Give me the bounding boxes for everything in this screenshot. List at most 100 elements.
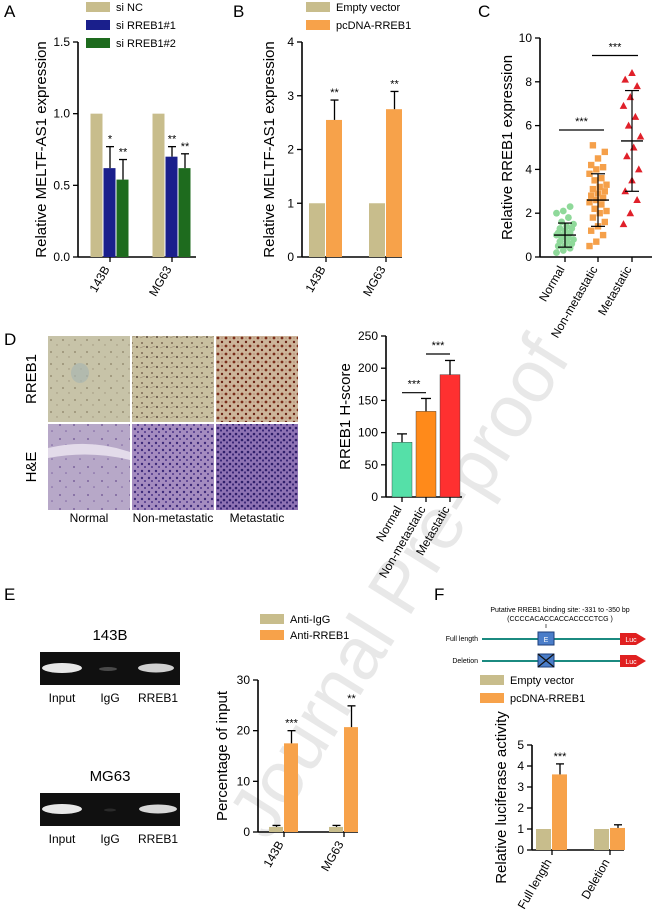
y-tick-label: 1.5	[53, 35, 70, 49]
legend-swatch	[306, 20, 330, 30]
construct-diagram: Putative RREB1 binding site: -331 to -35…	[446, 607, 646, 668]
data-point	[601, 188, 608, 195]
binding-box-full	[537, 631, 555, 646]
gel-band-mg63-input	[42, 804, 82, 814]
significance-label: **	[347, 693, 356, 705]
bar	[165, 156, 178, 257]
bar	[103, 168, 116, 257]
data-point	[589, 185, 597, 193]
gel-band-mg63-rreb1	[139, 804, 177, 814]
data-point	[570, 220, 577, 228]
col-label-metastatic: Metastatic	[230, 511, 285, 525]
legend-label: si NC	[116, 2, 143, 14]
bar	[90, 113, 103, 258]
y-tick-label: 1	[517, 822, 524, 836]
micrograph-he-metastatic	[216, 424, 298, 510]
bar	[391, 442, 413, 498]
y-tick-label: 250	[358, 329, 378, 343]
micrograph-he-normal	[48, 424, 130, 510]
x-tick-label: Normal	[536, 264, 567, 304]
data-point	[598, 201, 605, 208]
data-point	[603, 181, 610, 188]
bar	[610, 827, 625, 850]
legend-swatch	[306, 2, 330, 12]
chart-b: 0 1 2 3 4 Relative MELTF-AS1 expression ** ** 14…	[261, 2, 411, 299]
data-point	[588, 227, 595, 234]
y-tick-label: 2	[287, 143, 294, 157]
panel-letter-e: E	[4, 585, 15, 604]
luc-arrow-deletion	[620, 655, 646, 667]
bar	[284, 743, 298, 832]
lane-label-143b-igg: IgG	[100, 691, 119, 705]
y-tick-label: 2	[525, 206, 532, 220]
x-tick-label: MG63	[146, 263, 175, 299]
data-point	[593, 166, 600, 173]
col-label-nonmetastatic: Non-metastatic	[133, 511, 214, 525]
bar	[309, 203, 325, 257]
data-point	[553, 249, 560, 257]
data-point	[619, 220, 628, 228]
data-point	[591, 177, 598, 184]
data-point	[596, 183, 603, 191]
data-point	[626, 209, 635, 217]
significance-label: **	[168, 134, 177, 146]
lane-label-143b-input: Input	[49, 691, 76, 705]
data-point	[553, 209, 560, 217]
legend-label: Empty vector	[336, 2, 401, 14]
panel-letter-c: C	[478, 2, 490, 21]
data-point	[603, 207, 610, 215]
data-point	[566, 203, 574, 211]
y-tick-label: 150	[358, 393, 378, 407]
significance-label: **	[181, 141, 190, 153]
significance-label: ***	[432, 340, 446, 352]
y-tick-label: 0	[371, 490, 378, 504]
data-point	[621, 75, 629, 83]
data-point	[631, 112, 640, 120]
y-tick-label: 6	[525, 119, 532, 133]
y-tick-label: 0	[287, 250, 294, 264]
bar	[439, 374, 461, 498]
bar	[386, 109, 402, 257]
legend-label: Anti-RREB1	[290, 630, 349, 642]
luc-arrow-full	[620, 633, 646, 645]
data-point	[629, 143, 638, 151]
data-point	[619, 101, 628, 109]
data-point	[623, 152, 631, 160]
data-point	[633, 196, 641, 204]
data-point	[559, 207, 567, 215]
gel-images: 143B Input IgG RREB1 MG63 Input IgG RREB…	[40, 627, 180, 846]
x-tick-label: 143B	[86, 264, 112, 295]
micrograph-grid: RREB1 H&E Normal Non-metastatic Metastat…	[23, 336, 298, 525]
x-tick-label: Deletion	[578, 857, 612, 902]
gel-title-143b: 143B	[92, 627, 127, 644]
bar	[594, 829, 609, 850]
panel-letter-a: A	[4, 2, 16, 21]
data-point	[596, 210, 603, 217]
data-point	[586, 170, 593, 177]
y-tick-label: 100	[358, 426, 378, 440]
data-point	[599, 164, 607, 171]
data-point	[570, 236, 577, 243]
gel-band-143b-input	[42, 663, 82, 673]
panel-letter-b: B	[233, 2, 244, 21]
y-tick-label: 0.5	[53, 178, 70, 192]
y-tick-label: 8	[525, 75, 532, 89]
micrograph-rreb1-normal	[48, 336, 130, 422]
binding-box-label: E	[544, 637, 549, 644]
x-tick-label: Metastatic	[595, 264, 634, 318]
legend-label: si RREB1#2	[116, 38, 176, 50]
bar	[329, 826, 343, 832]
bar	[344, 727, 358, 832]
y-tick-label: 30	[237, 673, 251, 687]
data-point	[628, 69, 636, 77]
deletion-cross-icon	[537, 653, 555, 668]
lane-label-143b-rreb1: RREB1	[138, 691, 178, 705]
data-point	[558, 218, 565, 226]
lane-label-mg63-rreb1: RREB1	[138, 832, 178, 846]
panel-letter-d: D	[4, 330, 16, 349]
data-point	[599, 231, 607, 239]
micrograph-rreb1-nonmetastatic	[132, 336, 214, 422]
legend-swatch	[260, 614, 284, 624]
y-tick-label: 3	[517, 780, 524, 794]
